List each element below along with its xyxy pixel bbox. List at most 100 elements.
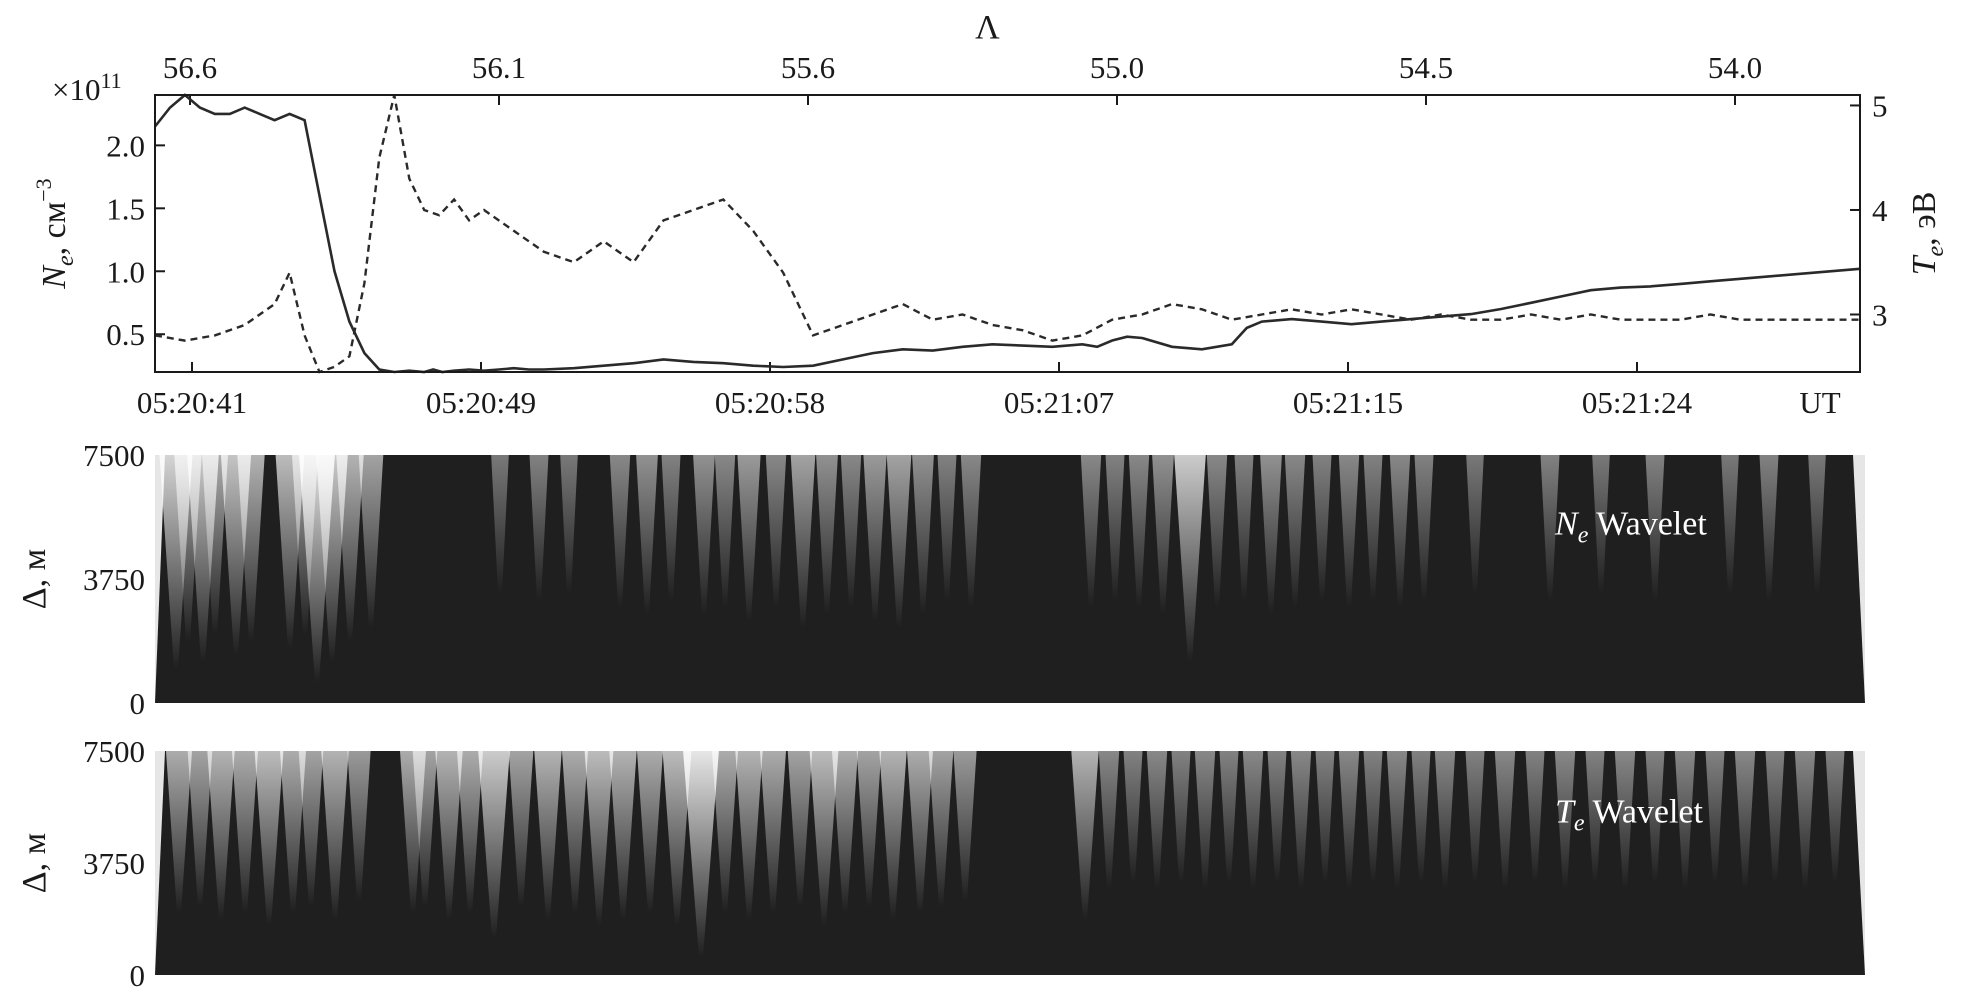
y-left-label-sub: e <box>53 255 79 266</box>
te-wavelet-streak <box>508 751 534 908</box>
left-tick-label: 1.5 <box>106 191 145 226</box>
multiplier-base: ×10 <box>52 72 100 107</box>
te-wavelet-streak <box>1465 751 1485 883</box>
te-wavelet-streak <box>298 751 324 908</box>
ne-wavelet-streak <box>1363 455 1383 601</box>
te-wavelet-streak <box>760 751 786 914</box>
ne-wavelet-streak <box>491 455 509 594</box>
left-tick-label: 0.5 <box>106 317 145 352</box>
ne-wavelet-streak <box>1234 455 1254 601</box>
te-wavelet-streak <box>1585 751 1605 883</box>
te-wavelet-streak <box>232 751 258 914</box>
te-wavelet-streak <box>953 751 977 902</box>
right-tick-label: 4 <box>1872 193 1888 228</box>
ne-wavelet-streak <box>1389 455 1411 608</box>
ne-wavelet-title-sub: e <box>1578 522 1589 548</box>
te-wavelet-streak <box>1315 751 1335 883</box>
line-chart: Λ 56.6 56.1 55.6 55.0 54.5 54.0 05:20:41 05:20… <box>31 9 1949 420</box>
te-wavelet-streak <box>1338 751 1360 889</box>
top-tick-label: 55.0 <box>1090 50 1144 85</box>
te-wavelet-streak <box>1825 751 1845 883</box>
ne-wavelet-streak <box>1414 455 1434 601</box>
ne-wavelet-streak <box>912 455 934 615</box>
te-wavelet-streak <box>683 751 719 957</box>
te-wavelet-streak <box>928 751 954 908</box>
right-axis-ticks: 3 4 5 <box>1850 88 1888 333</box>
ne-wavelet-streak <box>202 455 228 635</box>
ne-wavelet-title: Ne Wavelet <box>1554 505 1707 548</box>
right-tick-label: 3 <box>1872 298 1888 333</box>
te-wavelet-streak <box>907 751 933 914</box>
ne-wavelet-streak <box>960 455 982 608</box>
ne-wavelet-streak <box>765 455 787 608</box>
te-wavelet-streak <box>347 751 371 902</box>
te-wavelet-streak <box>1765 751 1785 883</box>
ne-wavelet-streak <box>937 455 957 601</box>
te-wavelet-streak <box>1194 751 1216 889</box>
te-wavelet-streak <box>457 751 483 914</box>
y-right-label: Te, эВ <box>1906 192 1949 276</box>
ne-wavelet-streak <box>1721 455 1739 594</box>
ne-wavelet-streak <box>1338 455 1360 608</box>
te-wavelet-streak <box>1123 751 1143 883</box>
te-wavelet-streak <box>832 751 858 914</box>
y-left-label-sup: −3 <box>31 178 56 201</box>
te-wavelet-streak <box>856 751 882 908</box>
ne-wavelet-streak <box>1592 455 1610 594</box>
bottom-tick-label: 05:21:24 <box>1582 385 1693 420</box>
te-wavelet-streak <box>412 751 438 908</box>
ne-wavelet-title-rest: Wavelet <box>1588 505 1707 542</box>
top-axis-ticks: 56.6 56.1 55.6 55.0 54.5 54.0 <box>163 50 1762 105</box>
te-wavelet-streak <box>254 751 284 926</box>
series-te-line <box>154 94 1860 374</box>
te-wavelet-streak <box>1614 751 1636 889</box>
te-wavelet-streak <box>809 751 839 926</box>
top-tick-label: 55.6 <box>781 50 835 85</box>
ne-wavelet-panel: 0 3750 7500 Δ, м Ne Wavelet <box>16 438 1865 721</box>
plot-frame <box>154 94 1861 373</box>
ne-wavelet-body <box>155 455 1865 703</box>
ne-wavelet-streak <box>609 455 631 608</box>
bottom-axis-ticks: 05:20:41 05:20:49 05:20:58 05:21:07 05:21:15… <box>137 362 1693 420</box>
ne-wavelet-streak <box>336 455 364 642</box>
te-wavelet-streak <box>735 751 763 920</box>
te-wavelet-streaks <box>166 751 1845 957</box>
te-wavelet-streak <box>584 751 614 926</box>
ne-wavelet-streak <box>1284 455 1306 608</box>
ne-wavelet-streak <box>1759 455 1779 601</box>
ne-wavelet-streak <box>816 455 838 615</box>
top-tick-label: 56.1 <box>472 50 526 85</box>
ne-y-tick-label: 3750 <box>83 562 145 597</box>
top-axis-label: Λ <box>975 9 1000 46</box>
ne-wavelet-streak <box>886 455 912 628</box>
y-right-label-rest: , эВ <box>1906 192 1943 246</box>
te-wavelet-streak <box>662 751 692 926</box>
ne-y-tick-label: 0 <box>130 686 146 721</box>
te-wavelet-streak <box>1434 751 1456 889</box>
te-y-tick-label: 7500 <box>83 734 145 769</box>
multiplier-exponent: 11 <box>100 68 121 93</box>
bottom-tick-label: 05:20:49 <box>426 385 536 420</box>
te-wavelet-streak <box>1267 751 1287 883</box>
te-wavelet-streak <box>1386 751 1408 889</box>
ne-wavelet-streak <box>1466 455 1484 594</box>
ne-wavelet-streak <box>1260 455 1282 615</box>
x-axis-unit: UT <box>1799 385 1840 420</box>
te-wavelet-streak <box>1098 751 1120 889</box>
ne-wavelet-streak <box>237 455 265 642</box>
ne-wavelet-streak <box>1808 455 1826 594</box>
te-wavelet-title-sub: e <box>1574 811 1585 837</box>
y-left-label-main: N <box>36 264 73 290</box>
left-axis-ticks: 0.5 1.0 1.5 2.0 <box>106 128 165 352</box>
y-left-label-rest: , см <box>36 202 73 256</box>
te-wavelet-streak <box>1494 751 1516 889</box>
ne-wavelet-streak <box>1128 455 1150 608</box>
te-wavelet-streak <box>1219 751 1239 883</box>
ne-wavelet-streak <box>1312 455 1332 601</box>
te-wavelet-streak <box>1242 751 1264 889</box>
ne-wavelet-streak <box>1080 455 1102 608</box>
ne-wavelet-streak <box>1645 455 1665 601</box>
ne-wavelet-streak <box>1174 455 1206 663</box>
y-right-label-main: T <box>1906 254 1943 275</box>
